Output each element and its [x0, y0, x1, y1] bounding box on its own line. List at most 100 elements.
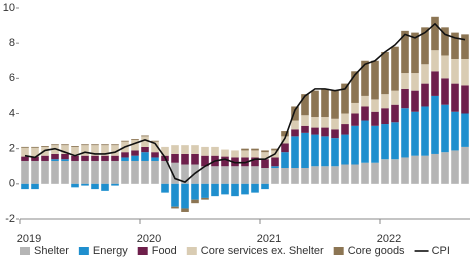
- legend-swatch: [78, 247, 89, 255]
- bar: [391, 46, 399, 91]
- bar: [361, 95, 369, 107]
- bar: [111, 145, 119, 156]
- bar: [431, 50, 439, 72]
- y-tick-label: 0: [9, 178, 15, 190]
- bar: [41, 160, 49, 184]
- legend-swatch: [333, 247, 344, 255]
- bar: [161, 183, 169, 193]
- bar: [271, 168, 279, 184]
- bar: [411, 90, 419, 112]
- bar: [441, 27, 449, 56]
- legend-swatch: [20, 247, 30, 255]
- bar: [371, 125, 379, 163]
- bar: [91, 160, 99, 184]
- bar: [131, 150, 139, 156]
- bar: [331, 118, 339, 130]
- bar: [141, 160, 149, 184]
- bar: [431, 71, 439, 96]
- bar: [151, 160, 159, 184]
- bar: [321, 136, 329, 167]
- bar: [71, 155, 79, 161]
- bar: [281, 136, 289, 144]
- bar: [421, 83, 429, 107]
- bar: [71, 160, 79, 184]
- bar: [201, 155, 209, 167]
- bar: [61, 145, 69, 154]
- bar: [291, 120, 299, 130]
- bar: [391, 104, 399, 123]
- bar: [261, 152, 269, 160]
- bar: [351, 71, 359, 103]
- bar: [51, 144, 59, 146]
- bar: [241, 166, 249, 184]
- bar: [251, 183, 259, 193]
- bar: [251, 148, 259, 151]
- bar: [351, 125, 359, 165]
- bar: [71, 183, 79, 188]
- bar: [91, 155, 99, 161]
- bar: [61, 153, 69, 160]
- bar: [151, 157, 159, 161]
- bar: [181, 145, 189, 154]
- y-tick-label: -2: [5, 213, 15, 225]
- bar: [281, 131, 289, 137]
- bar: [331, 90, 339, 119]
- bar: [171, 183, 179, 207]
- bar: [371, 111, 379, 126]
- y-tick-label: 6: [9, 72, 15, 84]
- bar: [411, 73, 419, 91]
- bar: [411, 32, 419, 74]
- bar: [111, 160, 119, 184]
- bar: [111, 144, 119, 146]
- bar: [451, 83, 459, 112]
- bar: [221, 149, 229, 157]
- bar: [451, 111, 459, 151]
- bar: [101, 155, 109, 161]
- bar: [21, 183, 29, 190]
- bar: [261, 183, 269, 190]
- bar: [21, 160, 29, 184]
- bar: [141, 146, 149, 153]
- bar: [341, 124, 349, 135]
- bar: [301, 115, 309, 126]
- bar: [101, 160, 109, 184]
- bar: [271, 148, 279, 151]
- bar: [141, 135, 149, 137]
- y-tick-label: 8: [9, 37, 15, 49]
- bar: [401, 88, 409, 109]
- bar: [141, 136, 149, 147]
- bar: [291, 106, 299, 121]
- bar: [161, 146, 169, 156]
- legend-label: Shelter: [34, 245, 69, 257]
- bar: [21, 147, 29, 157]
- bar: [271, 166, 279, 169]
- bar: [371, 162, 379, 184]
- bar: [371, 60, 379, 100]
- bar: [381, 94, 389, 109]
- bar: [461, 113, 469, 147]
- bar: [391, 122, 399, 160]
- bar: [261, 159, 269, 169]
- bar: [311, 90, 319, 118]
- bar: [31, 160, 39, 184]
- x-tick-label: 2020: [137, 233, 161, 245]
- bar: [241, 148, 249, 151]
- bar: [161, 160, 169, 184]
- bar: [351, 102, 359, 114]
- bar: [421, 64, 429, 84]
- bar: [131, 155, 139, 161]
- legend-label: Core services ex. Shelter: [201, 245, 324, 257]
- bar: [171, 206, 179, 209]
- bar: [311, 134, 319, 167]
- bar: [91, 144, 99, 146]
- bar: [221, 156, 229, 167]
- bar: [461, 146, 469, 184]
- bar: [441, 104, 449, 153]
- bar: [401, 30, 409, 74]
- bar: [211, 146, 219, 156]
- bar: [151, 140, 159, 142]
- bar: [421, 27, 429, 65]
- bar: [341, 134, 349, 165]
